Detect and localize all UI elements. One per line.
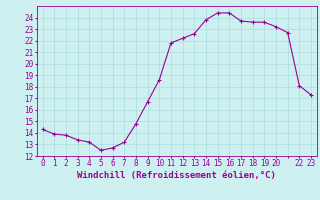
X-axis label: Windchill (Refroidissement éolien,°C): Windchill (Refroidissement éolien,°C): [77, 171, 276, 180]
